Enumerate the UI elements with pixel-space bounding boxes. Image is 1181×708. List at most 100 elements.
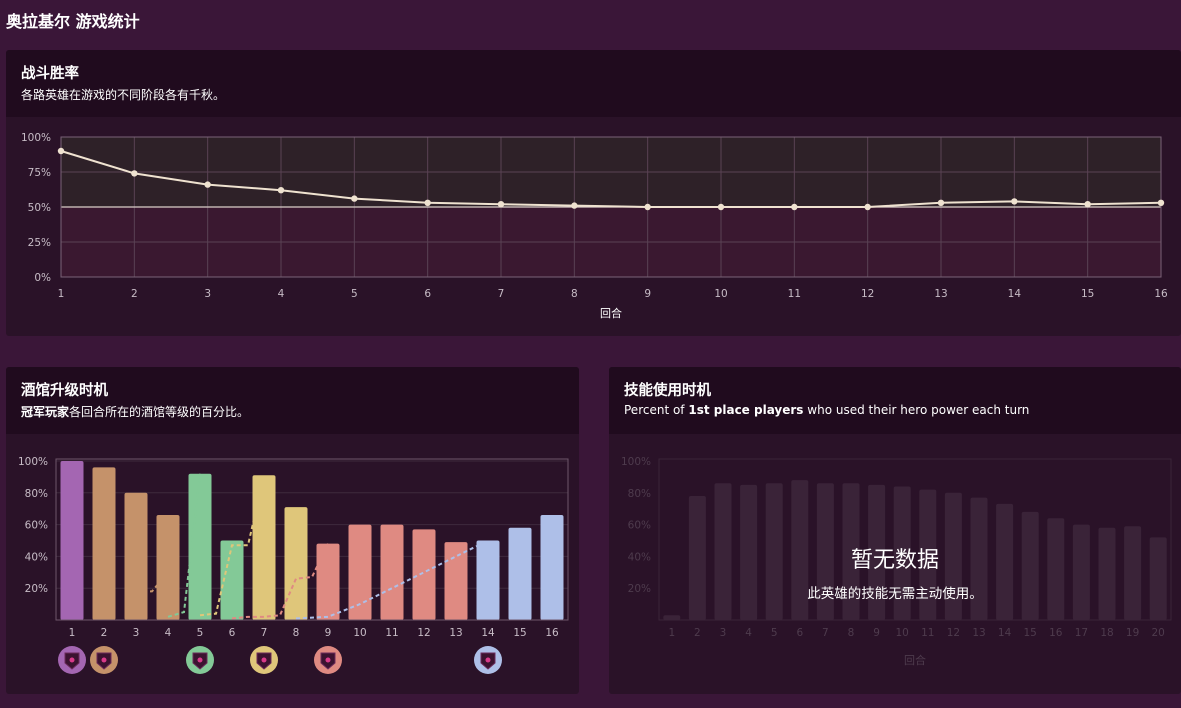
power-chart: 20%40%60%80%100%1 2 3 4 5 6 7 8 9 10 11 12 13 14 15 16 1… — [621, 456, 1172, 667]
power-bar — [765, 483, 783, 620]
tavern-x-tick: 10 — [353, 627, 366, 639]
tavern-tier-icon-gem — [101, 657, 107, 663]
winrate-point — [791, 203, 798, 211]
power-y-tick: 60% — [628, 520, 651, 532]
tavern-x-tick: 5 — [197, 627, 204, 639]
tavern-subtitle-bold: 冠军玩家 — [21, 405, 70, 419]
tavern-tier-trend-line — [199, 475, 265, 617]
winrate-x-label: 回合 — [600, 306, 622, 320]
tavern-title: 酒馆升级时机 — [21, 383, 108, 399]
tavern-tier-icon-gem — [325, 657, 331, 663]
winrate-y-tick: 50% — [28, 202, 51, 214]
power-bar — [688, 495, 706, 620]
power-x-tick: 14 — [998, 627, 1012, 639]
tavern-bar — [540, 515, 564, 620]
winrate-subtitle: 各路英雄在游戏的不同阶段各有千秋。 — [21, 88, 226, 102]
winrate-point — [1084, 201, 1091, 208]
power-x-tick: 4 — [745, 627, 752, 639]
power-x-label: 回合 — [904, 653, 926, 667]
winrate-x-tick: 10 — [714, 288, 727, 300]
winrate-x-tick: 11 — [788, 288, 801, 300]
power-x-tick: 5 — [771, 627, 778, 639]
power-bar — [1098, 527, 1116, 620]
tavern-x-tick: 11 — [385, 627, 398, 639]
winrate-point — [424, 199, 431, 206]
power-bar — [791, 480, 809, 620]
power-subtitle: Percent of 1st place players who used th… — [624, 403, 1167, 417]
power-x-tick: 1 — [668, 627, 675, 639]
winrate-x-tick: 4 — [278, 288, 285, 300]
tavern-x-tick: 6 — [229, 627, 236, 639]
power-bar — [1047, 518, 1065, 620]
winrate-x-tick: 12 — [861, 288, 874, 300]
power-panel-header: 技能使用时机 Percent of 1st place players who … — [609, 367, 1181, 434]
power-x-tick: 9 — [873, 627, 880, 639]
tavern-y-tick: 100% — [18, 456, 48, 468]
power-x-tick: 10 — [896, 627, 909, 639]
power-x-tick: 13 — [972, 627, 985, 639]
power-x-tick: 12 — [947, 627, 960, 639]
tavern-bar — [92, 467, 116, 620]
tavern-bar — [380, 524, 404, 620]
tavern-bar — [316, 543, 340, 620]
power-x-tick: 8 — [848, 627, 855, 639]
power-x-tick: 15 — [1024, 627, 1037, 639]
tavern-bar — [476, 540, 500, 620]
tavern-subtitle: 冠军玩家各回合所在的酒馆等级的百分比。 — [21, 403, 565, 420]
winrate-y-tick: 75% — [28, 167, 51, 179]
tavern-x-tick: 1 — [69, 627, 76, 639]
tavern-tier-trend-line — [167, 473, 201, 618]
tavern-x-tick: 12 — [417, 627, 430, 639]
tavern-tier-icon-gem — [485, 657, 491, 663]
tavern-x-tick: 7 — [261, 627, 268, 639]
tavern-x-tick: 2 — [101, 627, 108, 639]
power-x-tick: 2 — [694, 627, 701, 639]
power-x-tick: 3 — [720, 627, 727, 639]
tavern-bar — [444, 542, 468, 620]
power-x-tick: 20 — [1152, 627, 1165, 639]
power-bar — [944, 492, 962, 620]
tavern-tier-trend-line — [231, 543, 329, 620]
tavern-bar — [284, 507, 308, 620]
tavern-bar — [348, 524, 372, 620]
power-bar — [740, 484, 758, 620]
tavern-x-tick: 8 — [293, 627, 300, 639]
winrate-y-tick: 100% — [21, 132, 51, 144]
winrate-x-tick: 5 — [351, 288, 358, 300]
tavern-bar — [220, 540, 244, 620]
winrate-x-tick: 15 — [1081, 288, 1094, 300]
winrate-point — [1157, 199, 1165, 206]
power-bar — [1124, 526, 1142, 620]
power-y-tick: 20% — [628, 583, 651, 595]
power-bar — [1149, 537, 1167, 620]
power-subtitle-pre: Percent of — [624, 403, 689, 417]
winrate-x-tick: 13 — [934, 288, 947, 300]
winrate-x-tick: 7 — [498, 288, 505, 300]
winrate-point — [57, 147, 65, 155]
tavern-y-tick: 80% — [25, 488, 48, 500]
power-panel: 技能使用时机 Percent of 1st place players who … — [609, 367, 1181, 694]
tavern-x-tick: 9 — [325, 627, 332, 639]
winrate-point — [644, 203, 651, 211]
winrate-x-tick: 14 — [1008, 288, 1022, 300]
winrate-x-tick: 3 — [204, 288, 211, 300]
power-bar — [842, 483, 860, 620]
winrate-point — [937, 199, 945, 206]
tavern-bar — [252, 475, 276, 620]
power-x-tick: 11 — [921, 627, 934, 639]
power-bar — [996, 503, 1014, 620]
power-bar — [663, 615, 681, 620]
tavern-x-tick: 14 — [481, 627, 495, 639]
tavern-panel: 酒馆升级时机 冠军玩家各回合所在的酒馆等级的百分比。 20% 40% 60% 80% 1… — [6, 367, 579, 694]
tavern-chart: 20%40%60%80%100%1 2 3 4 5 6 7 8 9 10 11 12 13 14 15 16 — [18, 456, 569, 674]
tavern-bar — [188, 473, 212, 620]
no-data-overlay: 暂无数据 此英雄的技能无需主动使用。 — [609, 542, 1181, 602]
winrate-x-tick: 1 — [58, 288, 65, 300]
winrate-x-tick: 8 — [571, 288, 578, 300]
winrate-y-tick: 25% — [28, 237, 51, 249]
tavern-x-tick: 16 — [545, 627, 559, 639]
power-plot-frame — [658, 458, 1172, 621]
tavern-plot-frame — [55, 458, 569, 621]
tavern-bar — [508, 527, 532, 620]
power-subtitle-bold: 1st place players — [688, 403, 804, 417]
